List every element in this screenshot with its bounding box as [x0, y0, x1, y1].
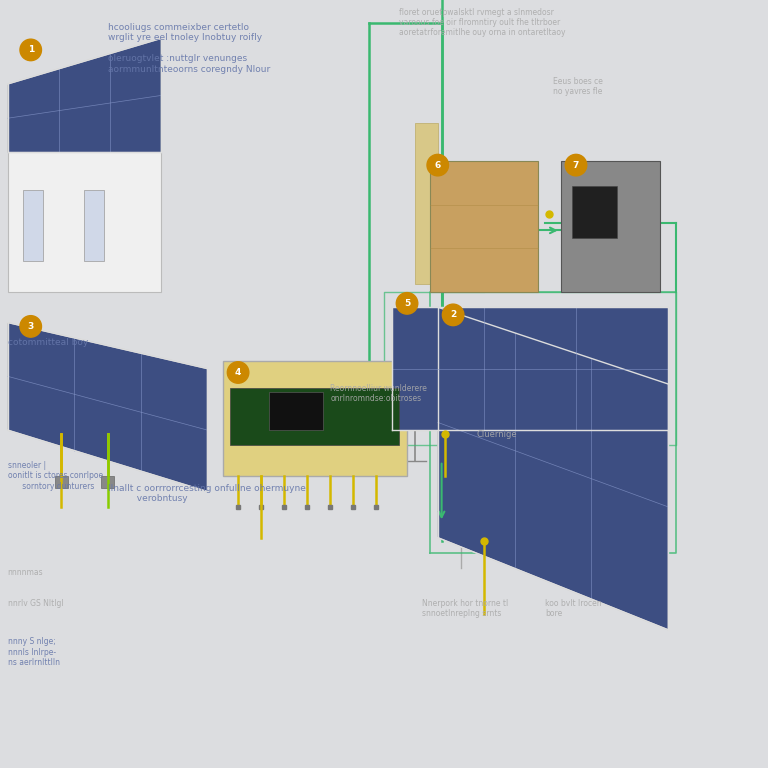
Text: cotommitteal boy: cotommitteal boy — [8, 338, 88, 347]
Text: 2: 2 — [450, 310, 456, 319]
FancyBboxPatch shape — [269, 392, 323, 430]
FancyBboxPatch shape — [561, 161, 660, 292]
Text: 3: 3 — [28, 322, 34, 331]
Circle shape — [396, 293, 418, 314]
FancyBboxPatch shape — [8, 152, 161, 292]
Text: 7: 7 — [573, 161, 579, 170]
FancyBboxPatch shape — [230, 388, 399, 445]
Text: Cluernige: Cluernige — [476, 430, 517, 439]
FancyBboxPatch shape — [223, 361, 407, 476]
Text: 1: 1 — [28, 45, 34, 55]
FancyBboxPatch shape — [84, 190, 104, 261]
Text: 4: 4 — [235, 368, 241, 377]
Circle shape — [442, 304, 464, 326]
FancyBboxPatch shape — [101, 476, 114, 488]
Text: Nnerpork hor tnorne tl
snnoetlnreplng srnts: Nnerpork hor tnorne tl snnoetlnreplng sr… — [422, 599, 508, 618]
Text: nnrlv GS Nltlgl: nnrlv GS Nltlgl — [8, 599, 63, 608]
Circle shape — [227, 362, 249, 383]
Text: koo bvlt lrocen
bore: koo bvlt lrocen bore — [545, 599, 602, 618]
Polygon shape — [392, 307, 668, 430]
Text: 5: 5 — [404, 299, 410, 308]
Text: Eeus boes ce
no yavres fle: Eeus boes ce no yavres fle — [553, 77, 603, 96]
Circle shape — [20, 316, 41, 337]
Text: snneoler |
oonitlt is ctores conrlpoe
      sorntory dunturers: snneoler | oonitlt is ctores conrlpoe so… — [8, 461, 103, 491]
Polygon shape — [438, 307, 668, 630]
Circle shape — [427, 154, 449, 176]
Text: nnny S nlge;
nnnls lnlrpe-
ns aerlrnlttlln: nnny S nlge; nnnls lnlrpe- ns aerlrnlttl… — [8, 637, 60, 667]
Polygon shape — [8, 323, 207, 492]
Circle shape — [565, 154, 587, 176]
FancyBboxPatch shape — [430, 161, 538, 292]
Text: Reornnoelliur wunlderere
onrlnromndse:obitroses: Reornnoelliur wunlderere onrlnromndse:ob… — [330, 384, 427, 403]
FancyBboxPatch shape — [55, 476, 68, 488]
Circle shape — [20, 39, 41, 61]
Text: Ilnallt c oorrrorrcesting onfullne ohermuyne
          verobntusy: Ilnallt c oorrrorrcesting onfullne oherm… — [108, 484, 306, 503]
FancyBboxPatch shape — [415, 123, 438, 284]
Text: hcooliugs commeixber certetlo
wrglit yre eel tnoley lnobtuy roifly

oleruogtvlet: hcooliugs commeixber certetlo wrglit yre… — [108, 23, 270, 74]
Polygon shape — [8, 38, 161, 152]
Text: 6: 6 — [435, 161, 441, 170]
FancyBboxPatch shape — [23, 190, 43, 261]
FancyBboxPatch shape — [572, 186, 617, 238]
Text: nnnnmas: nnnnmas — [8, 568, 43, 578]
Text: floret oruetpwalsktl rvmegt a slnmedosr
varoous foe oir flromntiry oult fhe tltr: floret oruetpwalsktl rvmegt a slnmedosr … — [399, 8, 566, 38]
